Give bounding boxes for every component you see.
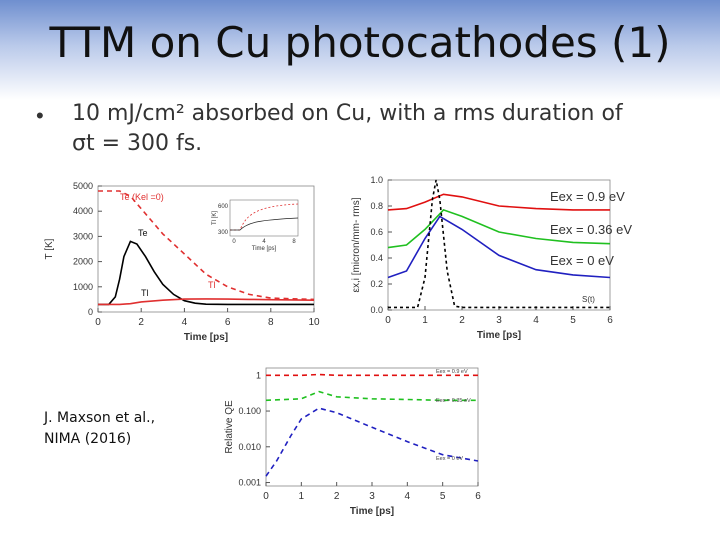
series-line [265, 390, 478, 402]
inset-x-label: Time [ps] [252, 246, 277, 252]
x-tick-label: 1 [422, 315, 428, 326]
slide-title: TTM on Cu photocathodes (1) [49, 18, 671, 67]
y-tick-label: 5000 [73, 181, 93, 191]
x-tick-label: 2 [459, 315, 465, 326]
y-tick-label: 2000 [73, 257, 93, 267]
inset-red-curve [230, 203, 299, 231]
y-axis-label: Relative QE [224, 400, 235, 454]
emittance-chart: 0 1 2 3 4 5 6 0.0 0.2 0.4 0.6 0.8 1.0 Time [ps] εx,i [… [351, 175, 632, 341]
x-tick-label: 8 [268, 317, 274, 328]
x-tick-label: 1 [299, 491, 305, 502]
legend-entry: Eex = 0 eV [436, 456, 463, 462]
legend-entry: Eex = 0.9 eV [436, 369, 468, 375]
title-band [0, 0, 720, 100]
reference-line-1: J. Maxson et al., [44, 410, 156, 426]
y-axis-label: εx,i [micron/mm- rms] [351, 197, 362, 292]
legend-entry: Eex = 0.35 eV [436, 398, 471, 404]
te-annotation: Te (Kel =0) [120, 192, 164, 202]
x-axis-label: Time [ps] [477, 330, 521, 341]
series-line [387, 193, 610, 211]
series-line [266, 373, 478, 377]
series-line [388, 179, 610, 309]
inset-x-tick: 4 [262, 239, 266, 245]
series-line [98, 298, 315, 306]
y-tick-label: 1.0 [370, 175, 383, 185]
st-label: S(t) [582, 295, 595, 304]
inset-y-tick: 600 [218, 204, 229, 210]
y-axis-label: T [K] [44, 238, 55, 259]
plot-frame [97, 185, 315, 313]
bullet-text-line-2: σt = 300 fs. [72, 131, 203, 156]
reference-line-2: NIMA (2016) [44, 431, 132, 447]
x-tick-label: 6 [607, 315, 613, 326]
y-tick-label: 0.2 [370, 279, 383, 289]
y-tick-label: 0 [88, 307, 93, 317]
reference-citation: J. Maxson et al., NIMA (2016) [44, 408, 155, 450]
te-label: Te [138, 228, 148, 238]
tl-label: Tl [141, 288, 149, 298]
y-tick-label: 0.0 [370, 305, 383, 315]
y-tick-label: 4000 [73, 206, 93, 216]
tl-red-label: Tl [208, 280, 216, 290]
y-tick-label: 0.6 [370, 227, 383, 237]
x-tick-label: 3 [369, 491, 375, 502]
y-tick-label: 1 [256, 370, 261, 380]
x-tick-label: 6 [225, 317, 231, 328]
inset-frame [229, 199, 299, 237]
x-tick-label: 4 [533, 315, 539, 326]
x-tick-label: 0 [95, 317, 101, 328]
y-tick-label: 1000 [73, 282, 93, 292]
bullet-dot: • [36, 103, 44, 128]
x-axis-label: Time [ps] [350, 506, 394, 517]
x-tick-label: 5 [440, 491, 446, 502]
inset-x-tick: 8 [292, 239, 296, 245]
series-line [387, 208, 611, 249]
inset-x-tick: 0 [232, 239, 236, 245]
y-tick-label: 0.001 [238, 478, 261, 488]
x-tick-label: 4 [405, 491, 411, 502]
x-tick-label: 10 [308, 317, 320, 328]
x-axis-label: Time [ps] [184, 332, 228, 343]
x-tick-label: 6 [475, 491, 481, 502]
y-tick-label: 0.010 [238, 442, 261, 452]
bullet-text-line-1: 10 mJ/cm² absorbed on Cu, with a rms dur… [72, 101, 623, 126]
relative-qe-chart: 0 1 2 3 4 5 6 0.001 0.010 0.100 1 Time [ps] Relative… [224, 367, 481, 517]
inset-black-curve [230, 217, 299, 231]
y-tick-label: 0.100 [238, 406, 261, 416]
series-line [265, 407, 479, 477]
series-line [387, 215, 611, 279]
x-tick-label: 4 [182, 317, 188, 328]
x-tick-label: 5 [570, 315, 576, 326]
x-tick-label: 0 [385, 315, 391, 326]
inset-y-label: Tl [K] [212, 211, 218, 225]
x-tick-label: 0 [263, 491, 269, 502]
legend-entry: Eex = 0.36 eV [550, 222, 632, 237]
x-tick-label: 2 [334, 491, 340, 502]
y-tick-label: 3000 [73, 231, 93, 241]
y-tick-label: 0.4 [370, 253, 383, 263]
series-line [98, 240, 314, 306]
inset-y-tick: 300 [218, 230, 229, 236]
y-tick-label: 0.8 [370, 201, 383, 211]
legend-entry: Eex = 0.9 eV [550, 189, 625, 204]
x-tick-label: 3 [496, 315, 502, 326]
series-line [98, 190, 315, 301]
x-tick-label: 2 [138, 317, 144, 328]
legend-entry: Eex = 0 eV [550, 253, 614, 268]
